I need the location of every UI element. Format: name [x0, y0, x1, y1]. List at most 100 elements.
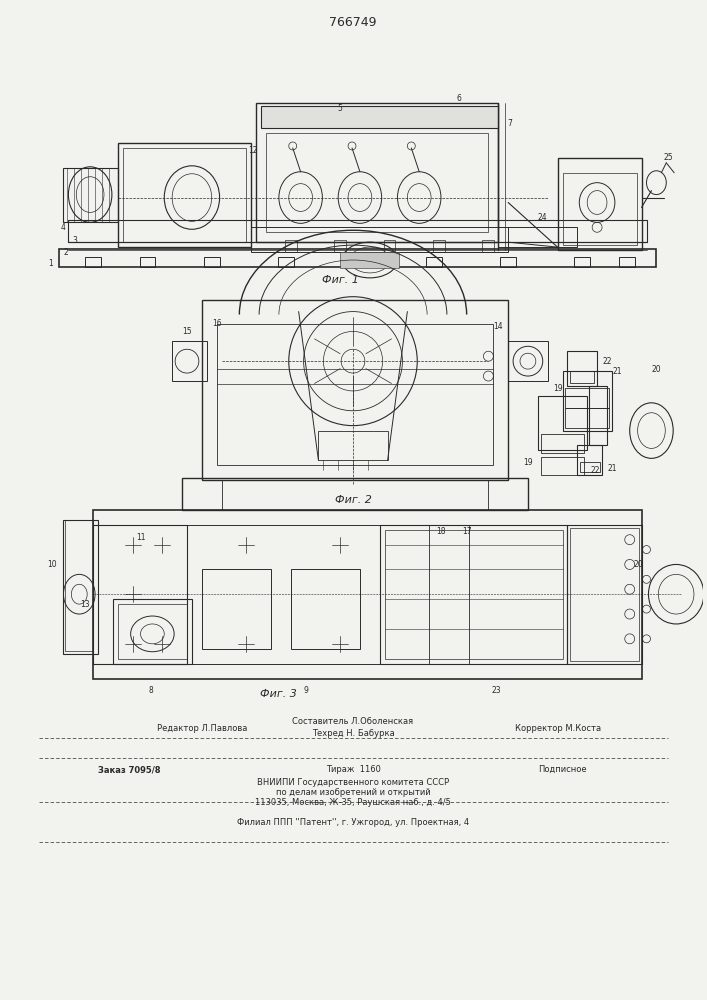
Text: 7: 7 — [508, 119, 513, 128]
Bar — [204, 257, 220, 267]
Bar — [571, 528, 638, 661]
Text: 2: 2 — [63, 248, 68, 257]
Text: Редактор Л.Павлова: Редактор Л.Павлова — [158, 724, 247, 733]
Text: 14: 14 — [493, 322, 503, 331]
Text: 19: 19 — [523, 458, 533, 467]
Bar — [566, 408, 609, 428]
Bar — [201, 569, 271, 649]
Text: Фиг. 1: Фиг. 1 — [322, 275, 358, 285]
Bar — [568, 525, 641, 664]
Bar — [256, 103, 498, 242]
Bar — [566, 388, 609, 408]
Bar — [541, 434, 584, 453]
Text: 20: 20 — [633, 560, 643, 569]
Bar — [380, 525, 568, 664]
Text: 3: 3 — [73, 236, 78, 245]
Bar — [266, 133, 489, 232]
Bar — [318, 431, 387, 460]
Bar — [278, 257, 293, 267]
Text: 4: 4 — [61, 223, 66, 232]
Bar — [541, 457, 584, 475]
Bar — [261, 106, 498, 128]
Bar — [578, 445, 602, 475]
Text: 13: 13 — [81, 600, 90, 609]
Bar — [568, 351, 597, 386]
Text: Заказ 7095/8: Заказ 7095/8 — [98, 765, 160, 774]
Bar — [580, 462, 600, 472]
Bar — [558, 158, 641, 250]
Text: 12: 12 — [248, 146, 258, 155]
Text: Тираж  1160: Тираж 1160 — [325, 765, 380, 774]
Bar — [187, 525, 380, 664]
Bar — [340, 252, 399, 268]
Text: 10: 10 — [47, 560, 57, 569]
Text: 766749: 766749 — [329, 16, 377, 29]
Bar — [384, 240, 395, 252]
Text: 113035, Москва, Ж-35, Раушская наб., д. 4/5: 113035, Москва, Ж-35, Раушская наб., д. … — [255, 798, 451, 807]
Bar — [291, 569, 360, 649]
Text: 9: 9 — [303, 686, 308, 695]
Bar — [251, 227, 508, 252]
Text: 6: 6 — [456, 94, 461, 103]
Text: Корректор М.Коста: Корректор М.Коста — [515, 724, 601, 733]
Bar — [86, 257, 101, 267]
Bar — [173, 341, 206, 381]
Text: 25: 25 — [663, 153, 673, 162]
Bar — [501, 257, 516, 267]
Text: по делам изобретений и открытий: по делам изобретений и открытий — [276, 788, 431, 797]
Text: 19: 19 — [553, 384, 562, 393]
Bar — [563, 173, 636, 245]
Text: 22: 22 — [590, 466, 600, 475]
Bar — [182, 478, 528, 510]
Bar — [426, 257, 442, 267]
Bar — [538, 396, 588, 450]
Text: 22: 22 — [602, 357, 612, 366]
Text: Филиал ППП ''Патент'', г. Ужгород, ул. Проектная, 4: Филиал ППП ''Патент'', г. Ужгород, ул. П… — [237, 818, 469, 827]
Text: ВНИИПИ Государственного комитета СССР: ВНИИПИ Государственного комитета СССР — [257, 778, 449, 787]
Bar — [352, 257, 368, 267]
Bar — [201, 300, 508, 480]
Text: Фиг. 2: Фиг. 2 — [334, 495, 371, 505]
Bar — [334, 240, 346, 252]
Bar — [482, 240, 494, 252]
Bar — [498, 227, 578, 247]
Bar — [589, 386, 607, 445]
Bar — [93, 525, 187, 664]
Bar — [563, 371, 612, 431]
Text: 16: 16 — [212, 319, 221, 328]
Bar — [216, 324, 493, 465]
Bar — [64, 520, 98, 654]
Bar — [113, 599, 192, 664]
Bar — [285, 240, 297, 252]
Text: Подписное: Подписное — [538, 765, 587, 774]
Bar — [118, 143, 251, 247]
Text: 24: 24 — [538, 213, 547, 222]
Bar — [571, 371, 594, 383]
Text: Составитель Л.Оболенская: Составитель Л.Оболенская — [293, 717, 414, 726]
Text: 18: 18 — [436, 527, 445, 536]
Text: 15: 15 — [182, 327, 192, 336]
Bar — [385, 530, 563, 659]
Bar — [574, 257, 590, 267]
Bar — [619, 257, 635, 267]
Text: 11: 11 — [136, 533, 146, 542]
Text: 20: 20 — [652, 365, 661, 374]
Text: 8: 8 — [148, 686, 153, 695]
Bar — [64, 168, 118, 222]
Text: 21: 21 — [607, 464, 617, 473]
Bar — [66, 520, 93, 651]
Text: 1: 1 — [48, 259, 53, 268]
Text: 17: 17 — [462, 527, 472, 536]
Text: 5: 5 — [338, 104, 343, 113]
Bar — [139, 257, 156, 267]
Bar — [69, 220, 646, 242]
Bar — [118, 604, 187, 659]
Text: Фиг. 3: Фиг. 3 — [260, 689, 298, 699]
Text: 21: 21 — [612, 367, 621, 376]
Bar — [59, 249, 656, 267]
Bar — [508, 341, 548, 381]
Bar — [433, 240, 445, 252]
Bar — [123, 148, 246, 242]
Text: Техред Н. Бабурка: Техред Н. Бабурка — [312, 729, 395, 738]
Bar — [93, 510, 641, 678]
